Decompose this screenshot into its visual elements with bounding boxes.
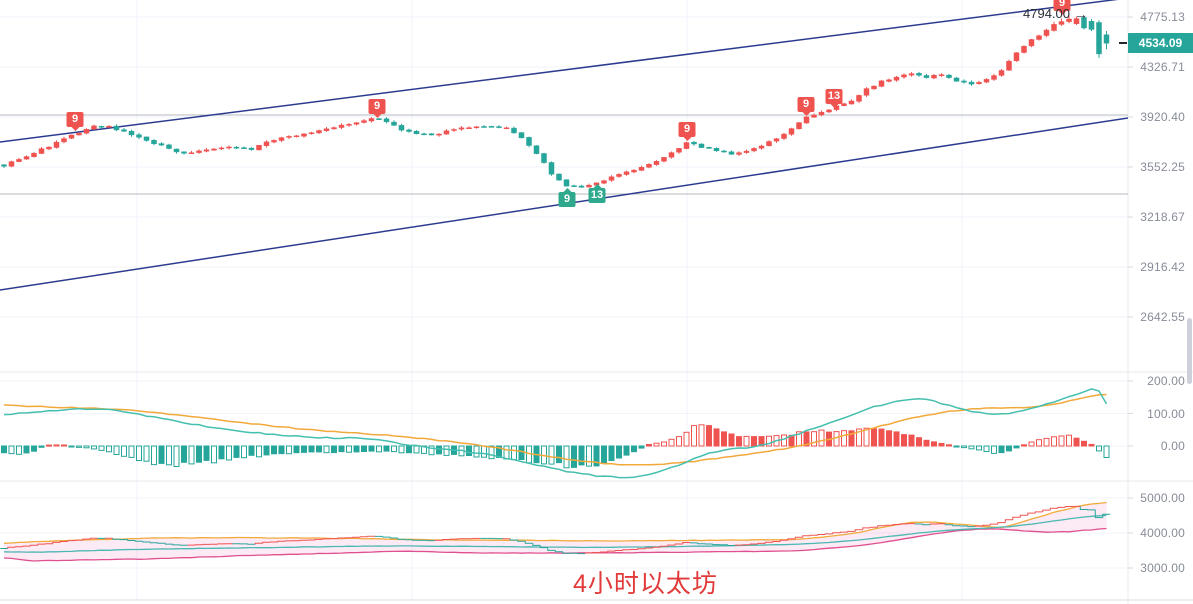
y-axis-label: 4775.13	[1140, 10, 1185, 24]
right-arrow-icon: →	[1074, 5, 1088, 22]
last-price-badge: 4534.09	[1128, 33, 1193, 54]
chart-caption: 4小时以太坊	[573, 570, 718, 598]
y-axis-label: 3920.40	[1140, 110, 1185, 124]
td-sequential-badge: 13	[825, 89, 843, 104]
y-axis-label: 2642.55	[1140, 310, 1185, 324]
td-sequential-badge: 9	[678, 122, 696, 137]
td-sequential-badge: 9	[558, 192, 576, 207]
high-price-annotation: 4794.00 →	[1023, 6, 1088, 21]
price-axis[interactable]: 4775.13 4326.71 3920.40 3552.25 3218.67 2916.…	[1128, 0, 1193, 604]
y-axis-label: 4326.71	[1140, 60, 1185, 74]
axis-scrollbar-thumb[interactable]	[1187, 318, 1192, 384]
y-axis-label: 0.00	[1160, 439, 1185, 453]
td-sequential-badge: 9	[797, 97, 815, 112]
high-price-value: 4794.00	[1023, 6, 1070, 21]
y-axis-label: 2916.42	[1140, 260, 1185, 274]
y-axis-label: 3218.67	[1140, 210, 1185, 224]
y-axis-label: 3000.00	[1140, 561, 1185, 575]
td-sequential-badge: 9	[1053, 0, 1071, 11]
y-axis-label: 4000.00	[1140, 526, 1185, 540]
y-axis-label: 3552.25	[1140, 160, 1185, 174]
td-sequential-badge: 13	[588, 188, 606, 203]
y-axis-label: 200.00	[1147, 374, 1185, 388]
y-axis-label: 5000.00	[1140, 491, 1185, 505]
last-price-tick	[1119, 42, 1127, 45]
td-sequential-badge: 9	[66, 112, 84, 127]
y-axis-label: 100.00	[1147, 406, 1185, 421]
td-sequential-badge: 9	[368, 99, 386, 114]
